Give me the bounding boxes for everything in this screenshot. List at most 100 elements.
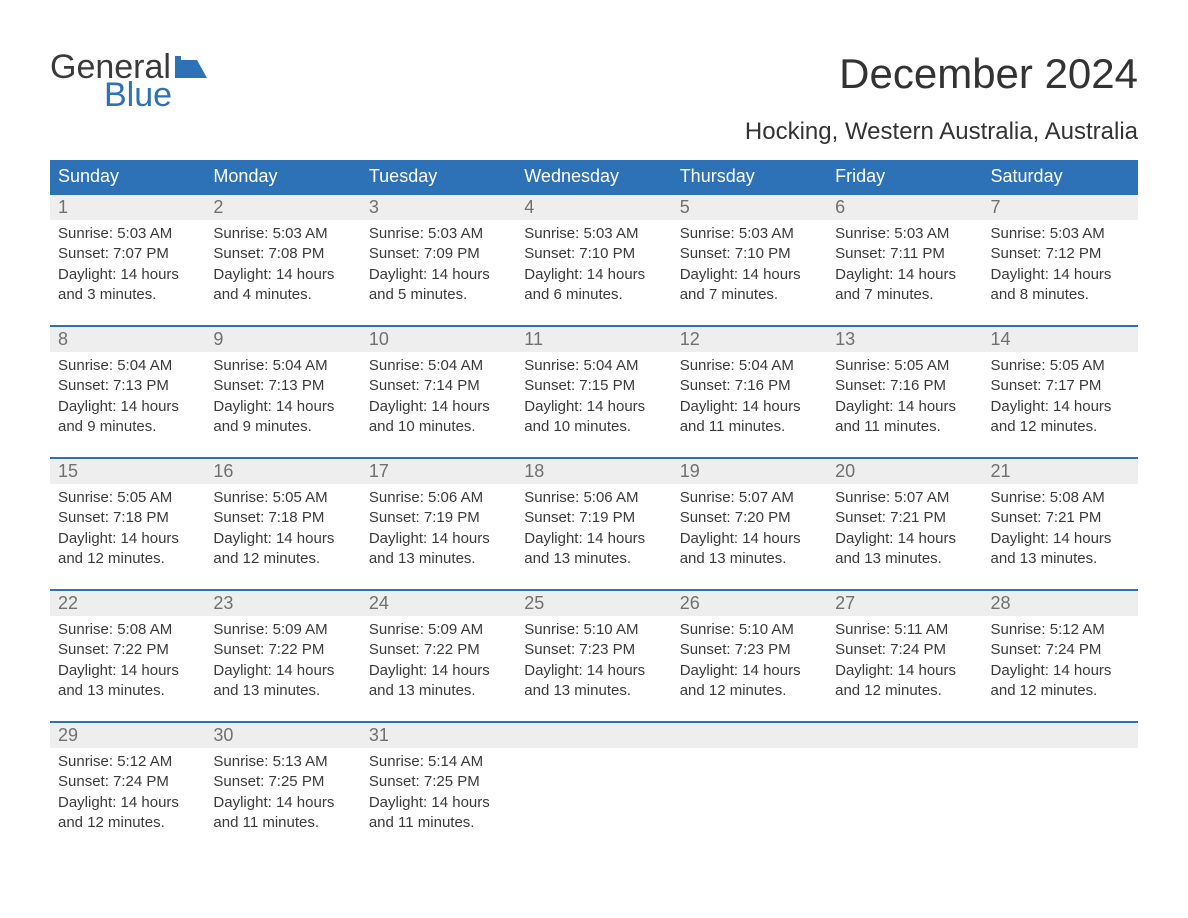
sunset-text: Sunset: 7:22 PM — [58, 640, 197, 660]
sunrise-text: Sunrise: 5:05 AM — [991, 356, 1130, 376]
day-number: 23 — [205, 591, 360, 616]
calendar-cell: 6Sunrise: 5:03 AMSunset: 7:11 PMDaylight… — [827, 193, 982, 325]
calendar-cell: 27Sunrise: 5:11 AMSunset: 7:24 PMDayligh… — [827, 589, 982, 721]
sunset-text: Sunset: 7:08 PM — [213, 244, 352, 264]
daylight-text: Daylight: 14 hours and 4 minutes. — [213, 265, 352, 306]
daylight-text: Daylight: 14 hours and 12 minutes. — [58, 529, 197, 570]
day-details: Sunrise: 5:06 AMSunset: 7:19 PMDaylight:… — [361, 484, 516, 575]
day-number: 5 — [672, 195, 827, 220]
day-details: Sunrise: 5:08 AMSunset: 7:21 PMDaylight:… — [983, 484, 1138, 575]
sunset-text: Sunset: 7:18 PM — [213, 508, 352, 528]
day-number: 26 — [672, 591, 827, 616]
daylight-text: Daylight: 14 hours and 12 minutes. — [991, 661, 1130, 702]
sunset-text: Sunset: 7:22 PM — [213, 640, 352, 660]
sunset-text: Sunset: 7:21 PM — [991, 508, 1130, 528]
sunset-text: Sunset: 7:19 PM — [369, 508, 508, 528]
day-number: 20 — [827, 459, 982, 484]
day-details: Sunrise: 5:03 AMSunset: 7:10 PMDaylight:… — [516, 220, 671, 311]
day-details: Sunrise: 5:03 AMSunset: 7:08 PMDaylight:… — [205, 220, 360, 311]
calendar-header: SundayMondayTuesdayWednesdayThursdayFrid… — [50, 160, 1138, 193]
sunset-text: Sunset: 7:20 PM — [680, 508, 819, 528]
sunset-text: Sunset: 7:09 PM — [369, 244, 508, 264]
daylight-text: Daylight: 14 hours and 7 minutes. — [680, 265, 819, 306]
day-details: Sunrise: 5:03 AMSunset: 7:12 PMDaylight:… — [983, 220, 1138, 311]
sunset-text: Sunset: 7:16 PM — [680, 376, 819, 396]
sunrise-text: Sunrise: 5:10 AM — [524, 620, 663, 640]
calendar-cell: 1Sunrise: 5:03 AMSunset: 7:07 PMDaylight… — [50, 193, 205, 325]
day-number: 2 — [205, 195, 360, 220]
day-details: Sunrise: 5:10 AMSunset: 7:23 PMDaylight:… — [672, 616, 827, 707]
calendar-cell: 18Sunrise: 5:06 AMSunset: 7:19 PMDayligh… — [516, 457, 671, 589]
daylight-text: Daylight: 14 hours and 13 minutes. — [835, 529, 974, 570]
sunrise-text: Sunrise: 5:03 AM — [835, 224, 974, 244]
calendar-cell: 29Sunrise: 5:12 AMSunset: 7:24 PMDayligh… — [50, 721, 205, 853]
calendar-cell: 24Sunrise: 5:09 AMSunset: 7:22 PMDayligh… — [361, 589, 516, 721]
sunset-text: Sunset: 7:11 PM — [835, 244, 974, 264]
calendar-cell: 2Sunrise: 5:03 AMSunset: 7:08 PMDaylight… — [205, 193, 360, 325]
sunrise-text: Sunrise: 5:08 AM — [58, 620, 197, 640]
daylight-text: Daylight: 14 hours and 12 minutes. — [680, 661, 819, 702]
sunset-text: Sunset: 7:24 PM — [991, 640, 1130, 660]
day-details: Sunrise: 5:04 AMSunset: 7:14 PMDaylight:… — [361, 352, 516, 443]
daylight-text: Daylight: 14 hours and 13 minutes. — [369, 529, 508, 570]
sunrise-text: Sunrise: 5:03 AM — [680, 224, 819, 244]
calendar-cell: 11Sunrise: 5:04 AMSunset: 7:15 PMDayligh… — [516, 325, 671, 457]
sunset-text: Sunset: 7:16 PM — [835, 376, 974, 396]
calendar-week-row: 29Sunrise: 5:12 AMSunset: 7:24 PMDayligh… — [50, 721, 1138, 853]
daylight-text: Daylight: 14 hours and 13 minutes. — [680, 529, 819, 570]
day-number: 29 — [50, 723, 205, 748]
calendar-body: 1Sunrise: 5:03 AMSunset: 7:07 PMDaylight… — [50, 193, 1138, 853]
calendar-cell — [516, 721, 671, 853]
sunrise-text: Sunrise: 5:05 AM — [835, 356, 974, 376]
calendar-week-row: 22Sunrise: 5:08 AMSunset: 7:22 PMDayligh… — [50, 589, 1138, 721]
day-number: 1 — [50, 195, 205, 220]
sunset-text: Sunset: 7:18 PM — [58, 508, 197, 528]
sunset-text: Sunset: 7:22 PM — [369, 640, 508, 660]
sunset-text: Sunset: 7:25 PM — [213, 772, 352, 792]
calendar-cell: 15Sunrise: 5:05 AMSunset: 7:18 PMDayligh… — [50, 457, 205, 589]
daylight-text: Daylight: 14 hours and 11 minutes. — [369, 793, 508, 834]
day-details: Sunrise: 5:07 AMSunset: 7:21 PMDaylight:… — [827, 484, 982, 575]
weekday-header: Saturday — [983, 160, 1138, 193]
calendar-cell: 20Sunrise: 5:07 AMSunset: 7:21 PMDayligh… — [827, 457, 982, 589]
day-details: Sunrise: 5:03 AMSunset: 7:11 PMDaylight:… — [827, 220, 982, 311]
daylight-text: Daylight: 14 hours and 13 minutes. — [524, 661, 663, 702]
sunrise-text: Sunrise: 5:03 AM — [213, 224, 352, 244]
sunrise-text: Sunrise: 5:13 AM — [213, 752, 352, 772]
day-number: 14 — [983, 327, 1138, 352]
day-details: Sunrise: 5:09 AMSunset: 7:22 PMDaylight:… — [361, 616, 516, 707]
day-details: Sunrise: 5:05 AMSunset: 7:16 PMDaylight:… — [827, 352, 982, 443]
daylight-text: Daylight: 14 hours and 13 minutes. — [213, 661, 352, 702]
calendar-cell: 7Sunrise: 5:03 AMSunset: 7:12 PMDaylight… — [983, 193, 1138, 325]
sunset-text: Sunset: 7:13 PM — [213, 376, 352, 396]
daylight-text: Daylight: 14 hours and 8 minutes. — [991, 265, 1130, 306]
weekday-header: Sunday — [50, 160, 205, 193]
day-number: 3 — [361, 195, 516, 220]
sunrise-text: Sunrise: 5:07 AM — [680, 488, 819, 508]
sunrise-text: Sunrise: 5:12 AM — [58, 752, 197, 772]
day-details: Sunrise: 5:13 AMSunset: 7:25 PMDaylight:… — [205, 748, 360, 839]
sunset-text: Sunset: 7:19 PM — [524, 508, 663, 528]
day-details: Sunrise: 5:03 AMSunset: 7:09 PMDaylight:… — [361, 220, 516, 311]
daylight-text: Daylight: 14 hours and 13 minutes. — [58, 661, 197, 702]
calendar-cell: 3Sunrise: 5:03 AMSunset: 7:09 PMDaylight… — [361, 193, 516, 325]
calendar-week-row: 1Sunrise: 5:03 AMSunset: 7:07 PMDaylight… — [50, 193, 1138, 325]
weekday-header: Friday — [827, 160, 982, 193]
sunrise-text: Sunrise: 5:03 AM — [369, 224, 508, 244]
daylight-text: Daylight: 14 hours and 6 minutes. — [524, 265, 663, 306]
sunset-text: Sunset: 7:24 PM — [835, 640, 974, 660]
daylight-text: Daylight: 14 hours and 12 minutes. — [835, 661, 974, 702]
day-number: 30 — [205, 723, 360, 748]
calendar-cell: 12Sunrise: 5:04 AMSunset: 7:16 PMDayligh… — [672, 325, 827, 457]
calendar-cell: 30Sunrise: 5:13 AMSunset: 7:25 PMDayligh… — [205, 721, 360, 853]
daylight-text: Daylight: 14 hours and 5 minutes. — [369, 265, 508, 306]
calendar-cell: 14Sunrise: 5:05 AMSunset: 7:17 PMDayligh… — [983, 325, 1138, 457]
day-details: Sunrise: 5:14 AMSunset: 7:25 PMDaylight:… — [361, 748, 516, 839]
sunset-text: Sunset: 7:23 PM — [524, 640, 663, 660]
day-number: 15 — [50, 459, 205, 484]
calendar-cell: 19Sunrise: 5:07 AMSunset: 7:20 PMDayligh… — [672, 457, 827, 589]
daylight-text: Daylight: 14 hours and 12 minutes. — [58, 793, 197, 834]
sunset-text: Sunset: 7:12 PM — [991, 244, 1130, 264]
location-subtitle: Hocking, Western Australia, Australia — [50, 118, 1138, 146]
sunrise-text: Sunrise: 5:07 AM — [835, 488, 974, 508]
